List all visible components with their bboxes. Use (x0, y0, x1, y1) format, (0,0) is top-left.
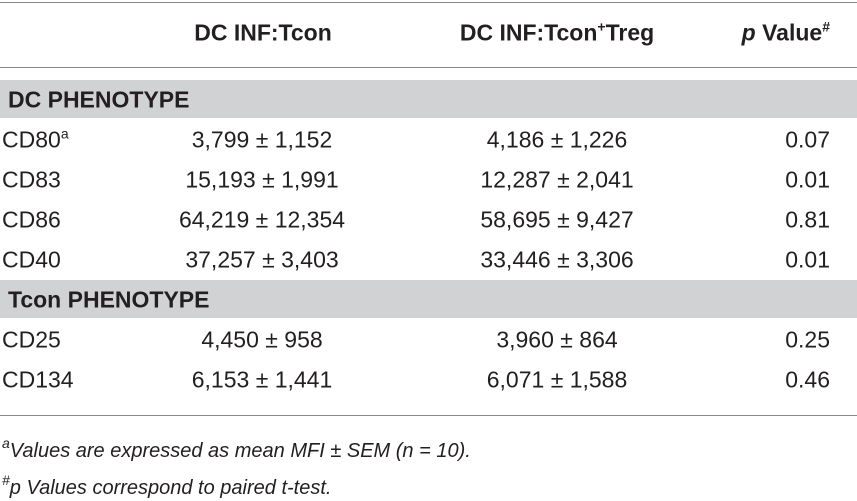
cell: 0.07 (785, 126, 830, 153)
section-title: Tcon PHENOTYPE (8, 286, 210, 313)
text-part: 33,446 ± 3,306 (480, 246, 634, 273)
cell: 3,799 ± 1,152 (191, 126, 333, 153)
cell: 33,446 ± 3,306 (480, 246, 634, 273)
cell: 37,257 ± 3,403 (185, 246, 339, 273)
cell: 4,450 ± 958 (201, 326, 323, 353)
text-part: # (822, 18, 830, 35)
text-part: 6,071 ± 1,588 (486, 366, 628, 393)
row-label: CD134 (2, 366, 74, 393)
column-header: DC INF:Tcon (194, 19, 332, 46)
text-part: 6,153 ± 1,441 (191, 366, 333, 393)
text-part: 12,287 ± 2,041 (480, 166, 634, 193)
footnote: #p Values correspond to paired t-test. (2, 473, 332, 499)
cell: 12,287 ± 2,041 (480, 166, 634, 193)
cell: 58,695 ± 9,427 (480, 206, 634, 233)
text-part: + (597, 18, 606, 35)
column-header: p Value# (741, 18, 830, 46)
text-part: Value (755, 19, 823, 46)
text-part: 0.01 (785, 246, 830, 273)
text-part: 0.25 (785, 326, 830, 353)
text-part: 0.81 (785, 206, 830, 233)
rule (0, 2, 857, 3)
rule (0, 415, 857, 416)
text-part: 0.46 (785, 366, 830, 393)
text-part: CD25 (2, 326, 61, 353)
section-band (0, 80, 857, 118)
cell: 6,071 ± 1,588 (486, 366, 628, 393)
text-part: CD86 (2, 206, 61, 233)
row-label: CD83 (2, 166, 61, 193)
cell: 3,960 ± 864 (496, 326, 618, 353)
row-label: CD25 (2, 326, 61, 353)
section-band (0, 280, 857, 318)
cell: 4,186 ± 1,226 (486, 126, 628, 153)
text-part: p Values correspond to paired t-test. (9, 477, 332, 499)
text-part: 0.01 (785, 166, 830, 193)
text-part: 4,186 ± 1,226 (486, 126, 628, 153)
text-part: CD83 (2, 166, 61, 193)
text-part: # (2, 472, 10, 488)
cell: 64,219 ± 12,354 (178, 206, 346, 233)
cell: 15,193 ± 1,991 (185, 166, 339, 193)
text-part: CD134 (2, 366, 74, 393)
text-part: 64,219 ± 12,354 (178, 206, 346, 233)
text-part: 3,799 ± 1,152 (191, 126, 333, 153)
text-part: 37,257 ± 3,403 (185, 246, 339, 273)
row-label: CD86 (2, 206, 61, 233)
text-part: DC INF:Tcon (194, 19, 332, 46)
row-label: CD80a (2, 125, 69, 153)
text-part: a (2, 435, 10, 451)
rule (0, 67, 857, 68)
text-part: 0.07 (785, 126, 830, 153)
text-part: Tcon PHENOTYPE (8, 286, 210, 313)
text-part: 58,695 ± 9,427 (480, 206, 634, 233)
text-part: 3,960 ± 864 (496, 326, 618, 353)
text-part: DC INF:Tcon (459, 19, 598, 46)
cell: 6,153 ± 1,441 (191, 366, 333, 393)
text-part: p (741, 19, 756, 46)
cell: 0.01 (785, 166, 830, 193)
text-part: CD80 (2, 126, 61, 153)
text-part: a (60, 125, 69, 142)
section-title: DC PHENOTYPE (8, 86, 190, 113)
text-part: 4,450 ± 958 (201, 326, 323, 353)
text-part: Values are expressed as mean MFI ± SEM (… (9, 440, 471, 462)
cell: 0.01 (785, 246, 830, 273)
text-part: DC PHENOTYPE (8, 86, 190, 113)
text-part: CD40 (2, 246, 61, 273)
row-label: CD40 (2, 246, 61, 273)
column-header: DC INF:Tcon+Treg (459, 18, 655, 46)
text-part: Treg (605, 19, 655, 46)
footnote: aValues are expressed as mean MFI ± SEM … (2, 436, 471, 462)
text-part: 15,193 ± 1,991 (185, 166, 339, 193)
cell: 0.81 (785, 206, 830, 233)
cell: 0.25 (785, 326, 830, 353)
cell: 0.46 (785, 366, 830, 393)
